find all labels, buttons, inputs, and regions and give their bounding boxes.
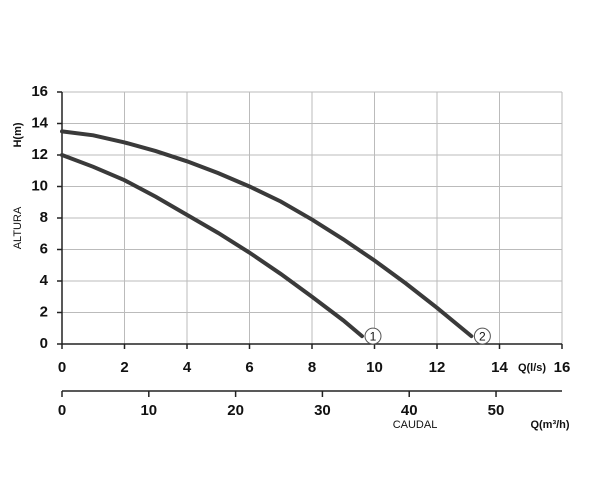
x2-tick-label: 20 bbox=[227, 402, 244, 419]
x2-tick-label: 40 bbox=[401, 402, 418, 419]
x2-tick-label: 10 bbox=[140, 402, 157, 419]
x2-axis-title: CAUDAL bbox=[393, 419, 438, 431]
series-label: 1 bbox=[370, 329, 377, 343]
x-tick-label: 0 bbox=[58, 359, 66, 376]
x-tick-label: 16 bbox=[554, 359, 571, 376]
y-tick-label: 16 bbox=[31, 83, 48, 100]
y-tick-label: 12 bbox=[31, 146, 48, 163]
x2-axis-label: Q(m³/h) bbox=[530, 419, 569, 431]
x2-tick-label: 50 bbox=[488, 402, 505, 419]
curve bbox=[60, 129, 474, 339]
curve bbox=[60, 153, 364, 339]
x-tick-label: 2 bbox=[120, 359, 128, 376]
x-tick-label: 12 bbox=[429, 359, 446, 376]
y-axis-title: ALTURA bbox=[12, 206, 24, 249]
y-tick-label: 0 bbox=[40, 335, 48, 352]
y-tick-label: 2 bbox=[40, 303, 48, 320]
y-tick-label: 6 bbox=[40, 240, 48, 257]
x-tick-label: 4 bbox=[183, 359, 192, 376]
y-tick-label: 14 bbox=[31, 114, 48, 131]
x-tick-label: 8 bbox=[308, 359, 316, 376]
x-tick-label: 6 bbox=[245, 359, 253, 376]
series-label: 2 bbox=[479, 329, 486, 343]
y-axis-label: H(m) bbox=[12, 122, 24, 147]
x-tick-label: 10 bbox=[366, 359, 383, 376]
x2-tick-label: 30 bbox=[314, 402, 331, 419]
series-label-circle bbox=[364, 327, 382, 345]
y-tick-label: 4 bbox=[40, 272, 49, 289]
x-axis-label: Q(l/s) bbox=[518, 362, 546, 374]
y-tick-label: 10 bbox=[31, 177, 48, 194]
series-label-circle bbox=[473, 327, 491, 345]
x2-tick-label: 0 bbox=[58, 402, 66, 419]
y-tick-label: 8 bbox=[40, 209, 48, 226]
x-tick-label: 14 bbox=[491, 359, 508, 376]
